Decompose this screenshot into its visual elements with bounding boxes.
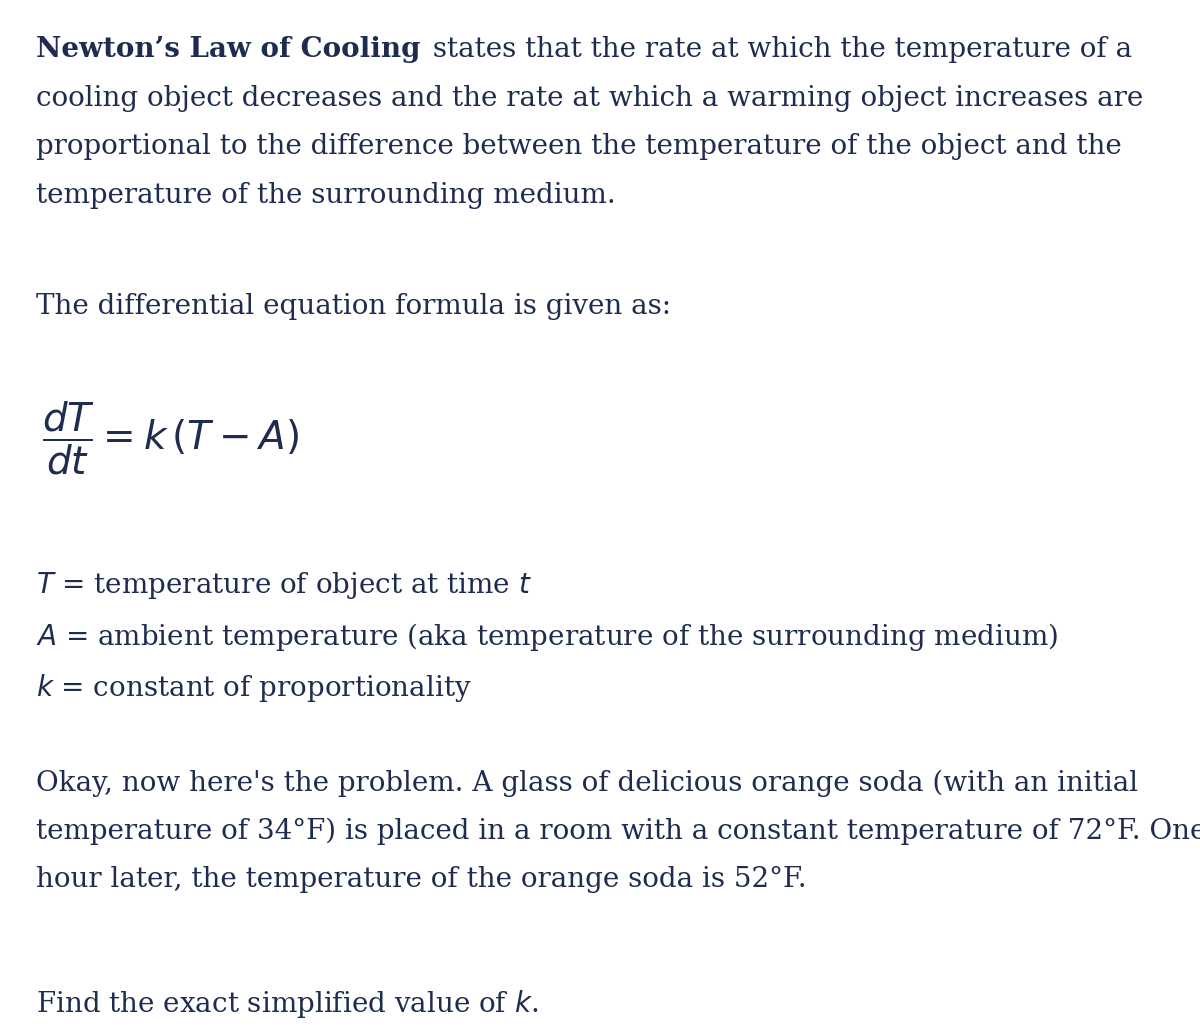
Text: hour later, the temperature of the orange soda is 52°F.: hour later, the temperature of the orang…: [36, 867, 806, 894]
Text: $T$ = temperature of object at time $t$: $T$ = temperature of object at time $t$: [36, 570, 532, 601]
Text: proportional to the difference between the temperature of the object and the: proportional to the difference between t…: [36, 133, 1122, 160]
Text: states that the rate at which the temperature of a: states that the rate at which the temper…: [424, 36, 1133, 63]
Text: Okay, now here's the problem. A glass of delicious orange soda (with an initial: Okay, now here's the problem. A glass of…: [36, 770, 1138, 796]
Text: cooling object decreases and the rate at which a warming object increases are: cooling object decreases and the rate at…: [36, 85, 1144, 112]
Text: $k$ = constant of proportionality: $k$ = constant of proportionality: [36, 672, 472, 705]
Text: $A$ = ambient temperature (aka temperature of the surrounding medium): $A$ = ambient temperature (aka temperatu…: [36, 621, 1058, 653]
Text: Find the exact simplified value of $k$.: Find the exact simplified value of $k$.: [36, 988, 539, 1020]
Text: temperature of 34°F) is placed in a room with a constant temperature of 72°F. On: temperature of 34°F) is placed in a room…: [36, 818, 1200, 845]
Text: Newton’s Law of Cooling: Newton’s Law of Cooling: [36, 36, 420, 63]
Text: The differential equation formula is given as:: The differential equation formula is giv…: [36, 293, 671, 320]
Text: $\dfrac{dT}{dt} = k\,(T - A)$: $\dfrac{dT}{dt} = k\,(T - A)$: [42, 400, 299, 477]
Text: temperature of the surrounding medium.: temperature of the surrounding medium.: [36, 182, 616, 209]
